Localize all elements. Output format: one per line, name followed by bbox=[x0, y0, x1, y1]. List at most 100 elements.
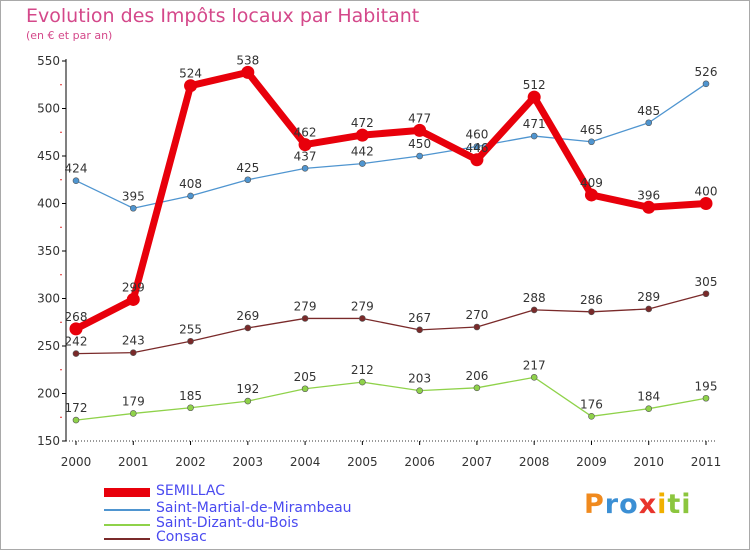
logo-letter: P bbox=[584, 489, 605, 520]
data-point-consac bbox=[244, 324, 252, 332]
data-label-consac: 243 bbox=[122, 334, 145, 348]
logo-letter: i bbox=[681, 489, 692, 520]
series-line-saint-martial-de-mirambeau bbox=[75, 83, 707, 209]
data-point-saint-martial-de-mirambeau bbox=[702, 80, 710, 88]
data-label-saint-martial-de-mirambeau: 465 bbox=[580, 123, 603, 137]
data-label-saint-martial-de-mirambeau: 425 bbox=[236, 161, 259, 175]
data-label-saint-dizant-du-bois: 195 bbox=[695, 379, 718, 393]
data-label-consac: 305 bbox=[695, 275, 718, 289]
data-label-saint-dizant-du-bois: 185 bbox=[179, 389, 202, 403]
data-point-consac bbox=[416, 326, 423, 334]
data-label-consac: 269 bbox=[236, 309, 259, 323]
data-label-saint-martial-de-mirambeau: 408 bbox=[179, 177, 202, 191]
data-label-saint-martial-de-mirambeau: 395 bbox=[122, 189, 145, 203]
chart-subtitle: (en € et par an) bbox=[26, 29, 113, 42]
data-label-semillac: 538 bbox=[236, 53, 259, 67]
series-line-consac bbox=[75, 293, 707, 355]
data-label-saint-dizant-du-bois: 212 bbox=[351, 363, 374, 377]
y-tick-label: 400 bbox=[37, 197, 60, 211]
data-point-semillac bbox=[184, 79, 198, 93]
data-label-consac: 279 bbox=[351, 299, 374, 313]
y-tick-label: 300 bbox=[37, 292, 60, 306]
data-label-semillac: 268 bbox=[65, 310, 88, 324]
x-tick-label: 2009 bbox=[576, 455, 607, 469]
data-point-semillac bbox=[699, 197, 713, 210]
data-point-saint-martial-de-mirambeau bbox=[129, 204, 137, 212]
data-point-semillac bbox=[69, 322, 83, 336]
data-label-consac: 286 bbox=[580, 293, 603, 307]
logo-letter: t bbox=[667, 489, 682, 520]
data-point-semillac bbox=[642, 200, 656, 214]
legend-label-saint-martial-de-mirambeau: Saint-Martial-de-Mirambeau bbox=[156, 500, 352, 516]
data-label-saint-martial-de-mirambeau: 442 bbox=[351, 145, 374, 159]
logo-letter: x bbox=[638, 489, 658, 520]
data-label-consac: 255 bbox=[179, 322, 202, 336]
x-tick-label: 2004 bbox=[290, 455, 321, 469]
data-label-semillac: 400 bbox=[695, 185, 718, 199]
data-labels: 268 299 524 538 462 472 477 446 512 409 396 400 424 3… bbox=[65, 53, 718, 415]
data-point-saint-martial-de-mirambeau bbox=[530, 132, 538, 140]
data-label-consac: 270 bbox=[465, 308, 488, 322]
series-line-semillac bbox=[72, 68, 710, 333]
data-label-consac: 242 bbox=[65, 335, 88, 349]
legend-label-saint-dizant-du-bois: Saint-Dizant-du-Bois bbox=[156, 515, 299, 531]
proxiti-logo: Proxiti bbox=[584, 489, 692, 520]
data-label-saint-dizant-du-bois: 192 bbox=[236, 382, 259, 396]
axes: 150 200 250 300 350 400 450 500 550 2000 2001 2002 2… bbox=[37, 54, 721, 469]
data-point-semillac bbox=[241, 65, 255, 79]
data-point-saint-dizant-du-bois bbox=[187, 404, 194, 412]
data-point-consac bbox=[702, 290, 710, 298]
data-label-semillac: 462 bbox=[294, 126, 317, 140]
data-point-saint-dizant-du-bois bbox=[244, 397, 252, 405]
data-label-consac: 288 bbox=[523, 291, 546, 305]
data-label-saint-martial-de-mirambeau: 460 bbox=[465, 128, 488, 142]
data-point-saint-dizant-du-bois bbox=[359, 378, 366, 386]
data-label-saint-martial-de-mirambeau: 450 bbox=[408, 137, 431, 151]
y-tick-label: 150 bbox=[37, 434, 60, 448]
x-tick-label: 2005 bbox=[347, 455, 378, 469]
data-label-saint-dizant-du-bois: 179 bbox=[122, 394, 145, 408]
series-line-saint-dizant-du-bois bbox=[75, 376, 707, 421]
data-label-semillac: 512 bbox=[523, 78, 546, 92]
data-label-semillac: 472 bbox=[351, 116, 374, 130]
data-label-saint-dizant-du-bois: 217 bbox=[523, 358, 546, 372]
data-point-saint-martial-de-mirambeau bbox=[588, 138, 595, 146]
legend-label-semillac: SEMILLAC bbox=[156, 483, 225, 499]
x-tick-label: 2002 bbox=[175, 455, 206, 469]
data-point-semillac bbox=[298, 138, 312, 152]
x-tick-label: 2000 bbox=[61, 455, 92, 469]
data-point-consac bbox=[530, 306, 538, 314]
data-point-consac bbox=[645, 305, 653, 313]
x-tick-label: 2006 bbox=[404, 455, 435, 469]
data-point-saint-martial-de-mirambeau bbox=[473, 143, 481, 150]
data-point-saint-martial-de-mirambeau bbox=[244, 176, 252, 184]
legend-label-consac: Consac bbox=[156, 529, 207, 545]
data-point-saint-dizant-du-bois bbox=[530, 374, 538, 381]
data-label-semillac: 446 bbox=[465, 141, 488, 155]
data-label-consac: 267 bbox=[408, 311, 431, 325]
data-label-saint-martial-de-mirambeau: 424 bbox=[65, 162, 88, 176]
y-tick-label: 350 bbox=[37, 244, 60, 258]
data-label-semillac: 396 bbox=[637, 188, 660, 202]
data-point-saint-dizant-du-bois bbox=[588, 412, 595, 420]
data-label-semillac: 477 bbox=[408, 111, 431, 125]
legend-swatch-consac bbox=[104, 538, 150, 540]
x-tick-label: 2007 bbox=[462, 455, 493, 469]
data-point-saint-martial-de-mirambeau bbox=[416, 152, 423, 160]
data-point-saint-dizant-du-bois bbox=[129, 410, 137, 417]
data-label-consac: 289 bbox=[637, 290, 660, 304]
y-tick-label: 550 bbox=[37, 54, 60, 68]
legend-swatch-semillac bbox=[104, 488, 150, 497]
data-label-semillac: 524 bbox=[179, 67, 202, 81]
data-point-consac bbox=[187, 337, 194, 345]
data-label-saint-dizant-du-bois: 176 bbox=[580, 397, 603, 411]
y-tick-label: 250 bbox=[37, 339, 60, 353]
y-tick-label: 450 bbox=[37, 149, 60, 163]
x-tick-label: 2001 bbox=[118, 455, 149, 469]
x-tick-label: 2011 bbox=[691, 455, 722, 469]
data-point-saint-dizant-du-bois bbox=[416, 387, 423, 394]
data-point-semillac bbox=[470, 153, 484, 167]
data-label-saint-dizant-du-bois: 172 bbox=[65, 401, 88, 415]
data-label-semillac: 299 bbox=[122, 280, 145, 294]
